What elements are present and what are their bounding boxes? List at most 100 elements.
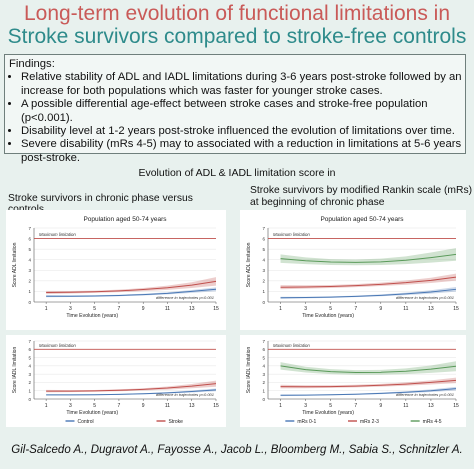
series-line xyxy=(280,365,457,373)
x-tick-label: 1 xyxy=(279,403,282,409)
y-tick-label: 5 xyxy=(28,355,31,360)
finding-item: Severe disability (mRs 4-5) may to assoc… xyxy=(21,138,463,165)
x-tick-label: 9 xyxy=(142,306,145,312)
y-tick-label: 4 xyxy=(262,258,265,263)
y-tick-label: 1 xyxy=(28,289,31,294)
series-line xyxy=(280,379,457,388)
chart-panel-controls-adl: Population aged 50-74 years 0 1 2 3 4 5 6 7 1 3 5 7 9… xyxy=(6,210,226,330)
x-tick-label: 9 xyxy=(142,403,145,409)
chart-title: Population aged 50-74 years xyxy=(320,216,404,223)
x-tick-label: 3 xyxy=(69,403,72,409)
authors-line: Gil-Salcedo A., Dugravot A., Fayosse A.,… xyxy=(11,444,463,456)
findings-box: Findings: Relative stability of ADL and … xyxy=(4,54,466,164)
y-tick-label: 7 xyxy=(262,226,265,231)
finding-item: A possible differential age-effect betwe… xyxy=(21,98,463,125)
y-tick-label: 7 xyxy=(28,339,31,344)
x-tick-label: 5 xyxy=(329,306,332,312)
y-tick-label: 5 xyxy=(28,247,31,252)
series-line xyxy=(280,288,457,299)
y-tick-label: 4 xyxy=(262,364,265,369)
legend-label: mRs 0-1 xyxy=(297,419,316,425)
max-limitation-label: Maximum limitation xyxy=(39,343,76,348)
y-axis-label: Score ADL limitation xyxy=(246,242,252,287)
right-column-heading: Stroke survivors by modified Rankin scal… xyxy=(250,185,473,208)
max-limitation-label: Maximum limitation xyxy=(273,232,310,237)
trajectory-annotation: difference in trajectories p<0.001 xyxy=(156,295,214,300)
trajectory-annotation: difference in trajectories p<0.001 xyxy=(396,392,454,397)
legend-label: mRs 2-3 xyxy=(360,419,379,425)
y-tick-label: 3 xyxy=(28,268,31,273)
y-tick-label: 7 xyxy=(262,339,265,344)
y-tick-label: 3 xyxy=(262,372,265,377)
x-tick-label: 15 xyxy=(453,306,459,312)
y-tick-label: 2 xyxy=(262,279,265,284)
y-tick-label: 3 xyxy=(28,372,31,377)
x-tick-label: 13 xyxy=(428,403,434,409)
y-tick-label: 3 xyxy=(262,268,265,273)
x-tick-label: 9 xyxy=(379,403,382,409)
y-axis-label: Score ADL limitation xyxy=(12,242,18,287)
poster-title: Long-term evolution of functional limita… xyxy=(0,2,474,48)
x-tick-label: 13 xyxy=(189,403,195,409)
x-tick-label: 5 xyxy=(329,403,332,409)
y-tick-label: 0 xyxy=(28,397,31,402)
y-tick-label: 5 xyxy=(262,355,265,360)
legend-label: Stroke xyxy=(169,419,184,425)
confidence-band xyxy=(280,377,456,389)
findings-heading: Findings: xyxy=(9,58,55,70)
y-tick-label: 0 xyxy=(262,397,265,402)
trajectory-annotation: difference in trajectories p<0.001 xyxy=(396,295,454,300)
max-limitation-label: Maximum limitation xyxy=(39,232,76,237)
section-title: Evolution of ADL & IADL limitation score… xyxy=(138,167,336,179)
chart-title: Population aged 50-74 years xyxy=(83,216,167,223)
x-tick-label: 7 xyxy=(118,306,121,312)
y-tick-label: 2 xyxy=(28,279,31,284)
y-tick-label: 7 xyxy=(28,226,31,231)
x-tick-label: 11 xyxy=(165,403,170,409)
y-tick-label: 6 xyxy=(28,347,31,352)
y-tick-label: 0 xyxy=(28,300,31,305)
confidence-band xyxy=(280,248,456,266)
y-tick-label: 4 xyxy=(28,364,31,369)
series-line xyxy=(280,388,457,396)
plot-area xyxy=(268,228,456,302)
x-tick-label: 1 xyxy=(45,306,48,312)
x-tick-label: 15 xyxy=(213,403,219,409)
x-tick-label: 15 xyxy=(453,403,459,409)
plot-area xyxy=(34,341,216,399)
title-line-2: Stroke survivors compared to stroke-free… xyxy=(7,25,467,48)
x-axis-label: Time Evolution (years) xyxy=(66,410,118,416)
x-tick-label: 1 xyxy=(279,306,282,312)
y-tick-label: 6 xyxy=(262,347,265,352)
y-tick-label: 1 xyxy=(262,289,265,294)
x-axis-label: Time Evolution (years) xyxy=(66,313,118,319)
y-tick-label: 1 xyxy=(262,389,265,394)
finding-item: Relative stability of ADL and IADL limit… xyxy=(21,71,463,98)
x-axis-label: Time Evolution (years) xyxy=(302,410,354,416)
y-axis-label: Score IADL limitation xyxy=(12,347,18,394)
x-tick-label: 7 xyxy=(354,403,357,409)
trajectory-annotation: difference in trajectories p<0.001 xyxy=(156,392,214,397)
y-tick-label: 4 xyxy=(28,258,31,263)
y-tick-label: 2 xyxy=(262,380,265,385)
x-tick-label: 5 xyxy=(93,403,96,409)
title-line-1: Long-term evolution of functional limita… xyxy=(23,2,451,25)
chart-panel-mrs-iadl: 0 1 2 3 4 5 6 7 1 3 5 7 9 11 13 15 Time Evolution (years… xyxy=(240,335,466,427)
x-tick-label: 11 xyxy=(403,403,408,409)
y-tick-label: 5 xyxy=(262,247,265,252)
x-tick-label: 13 xyxy=(428,306,434,312)
x-tick-label: 7 xyxy=(118,403,121,409)
y-tick-label: 6 xyxy=(28,236,31,241)
y-tick-label: 1 xyxy=(28,389,31,394)
x-tick-label: 11 xyxy=(403,306,408,312)
y-tick-label: 2 xyxy=(28,380,31,385)
x-tick-label: 7 xyxy=(354,306,357,312)
series-line xyxy=(46,288,217,297)
findings-list: Relative stability of ADL and IADL limit… xyxy=(9,71,463,165)
confidence-band xyxy=(280,273,456,290)
x-tick-label: 11 xyxy=(165,306,170,312)
series-line xyxy=(280,276,457,288)
